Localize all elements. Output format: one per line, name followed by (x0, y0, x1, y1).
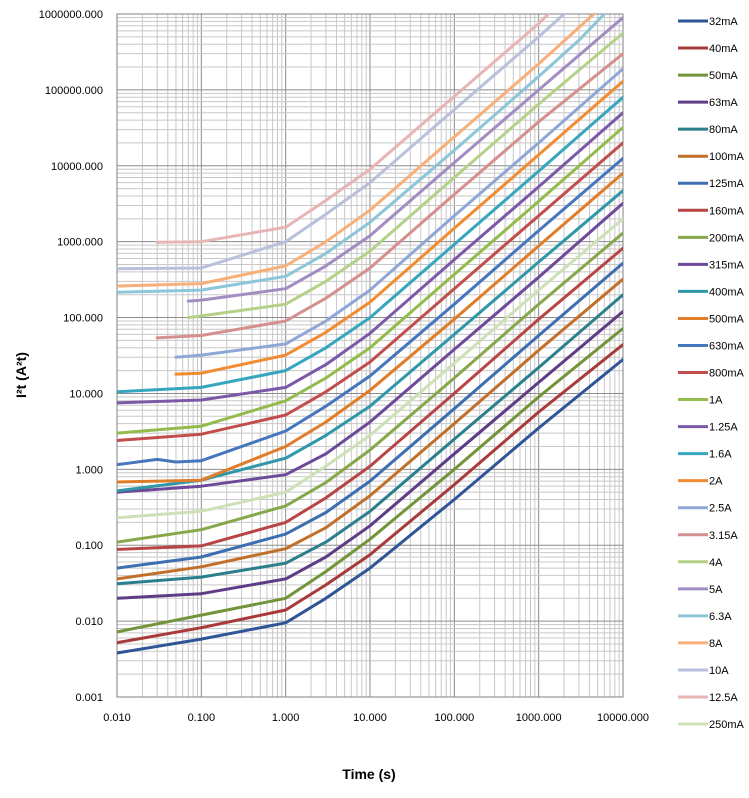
legend-label-6.3A: 6.3A (709, 611, 732, 623)
legend-label-10A: 10A (709, 665, 729, 677)
y-tick-label: 0.100 (75, 540, 103, 552)
legend-label-50mA: 50mA (709, 70, 738, 82)
series-line-1.25A (117, 111, 623, 405)
series-line-125mA (117, 261, 623, 570)
series-lines (117, 14, 623, 655)
y-tick-labels: 0.001 0.010 0.100 1.000 10.000 100.000 1000.00… (39, 9, 103, 704)
grid-lines (116, 14, 623, 698)
y-tick-label: 1000000.000 (39, 9, 103, 21)
y-axis-title: I²t (A²t) (13, 352, 29, 398)
y-tick-label: 1000.000 (57, 237, 103, 249)
series-line-32mA (117, 358, 623, 655)
plot-frame (116, 13, 624, 698)
x-tick-label: 100.000 (434, 712, 474, 724)
legend-label-100mA: 100mA (709, 151, 745, 163)
legend-label-630mA: 630mA (709, 340, 745, 352)
x-tick-label: 0.010 (103, 712, 131, 724)
legend-label-500mA: 500mA (709, 313, 745, 325)
legend-label-8A: 8A (709, 638, 723, 650)
series-line-200mA (117, 231, 623, 544)
legend-label-40mA: 40mA (709, 43, 738, 55)
legend-label-4A: 4A (709, 557, 723, 569)
series-line-10A (117, 14, 566, 271)
y-tick-label: 0.010 (75, 616, 103, 628)
legend-label-125mA: 125mA (709, 178, 745, 190)
legend-label-800mA: 800mA (709, 368, 745, 380)
legend-label-32mA: 32mA (709, 16, 738, 28)
series-line-160mA (117, 246, 623, 551)
series-line-4A (186, 31, 623, 320)
x-tick-label: 0.100 (188, 712, 216, 724)
y-tick-label: 100.000 (63, 313, 103, 325)
series-line-5A (186, 16, 623, 303)
legend-label-3.15A: 3.15A (709, 530, 738, 542)
series-line-80mA (117, 293, 623, 586)
y-tick-label: 10000.000 (51, 161, 103, 173)
series-line-250mA (117, 217, 623, 520)
series-line-6.3A (117, 14, 606, 294)
series-line-50mA (117, 326, 623, 634)
legend-label-2A: 2A (709, 476, 723, 488)
y-tick-label: 1.000 (75, 464, 103, 476)
series-line-2.5A (174, 67, 623, 359)
series-line-8A (117, 14, 596, 288)
legend-label-1A: 1A (709, 395, 723, 407)
series-line-1.6A (117, 95, 623, 394)
x-tick-label: 10000.000 (597, 712, 649, 724)
legend-label-250mA: 250mA (709, 719, 745, 731)
series-line-630mA (117, 156, 623, 467)
legend-label-1.6A: 1.6A (709, 449, 732, 461)
series-line-800mA (117, 141, 623, 442)
legend: 32mA 40mA 50mA 63mA 80mA 100mA 125mA 160mA 200mA… (678, 16, 745, 731)
legend-label-1.25A: 1.25A (709, 422, 738, 434)
series-line-3.15A (155, 52, 623, 340)
legend-label-63mA: 63mA (709, 97, 738, 109)
y-tick-label: 10.000 (69, 388, 103, 400)
x-tick-label: 1.000 (272, 712, 300, 724)
legend-label-160mA: 160mA (709, 205, 745, 217)
legend-label-2.5A: 2.5A (709, 503, 732, 515)
series-line-400mA (117, 189, 623, 493)
legend-label-5A: 5A (709, 584, 723, 596)
series-line-40mA (117, 343, 623, 645)
series-line-500mA (117, 171, 623, 484)
y-tick-label: 100000.000 (45, 85, 103, 97)
x-tick-label: 1000.000 (516, 712, 562, 724)
legend-label-315mA: 315mA (709, 259, 745, 271)
series-line-2A (174, 79, 623, 376)
series-line-63mA (117, 310, 623, 600)
x-tick-label: 10.000 (353, 712, 387, 724)
series-line-1A (117, 125, 623, 435)
legend-label-80mA: 80mA (709, 124, 738, 136)
x-tick-labels: 0.010 0.100 1.000 10.000 100.000 1000.000 1000… (103, 712, 649, 724)
series-line-100mA (117, 277, 623, 581)
legend-label-12.5A: 12.5A (709, 692, 738, 704)
series-line-315mA (117, 201, 623, 494)
y-tick-label: 0.001 (75, 692, 103, 704)
legend-label-200mA: 200mA (709, 232, 745, 244)
x-axis-title: Time (s) (342, 766, 395, 782)
legend-label-400mA: 400mA (709, 286, 745, 298)
series-line-12.5A (155, 14, 550, 244)
